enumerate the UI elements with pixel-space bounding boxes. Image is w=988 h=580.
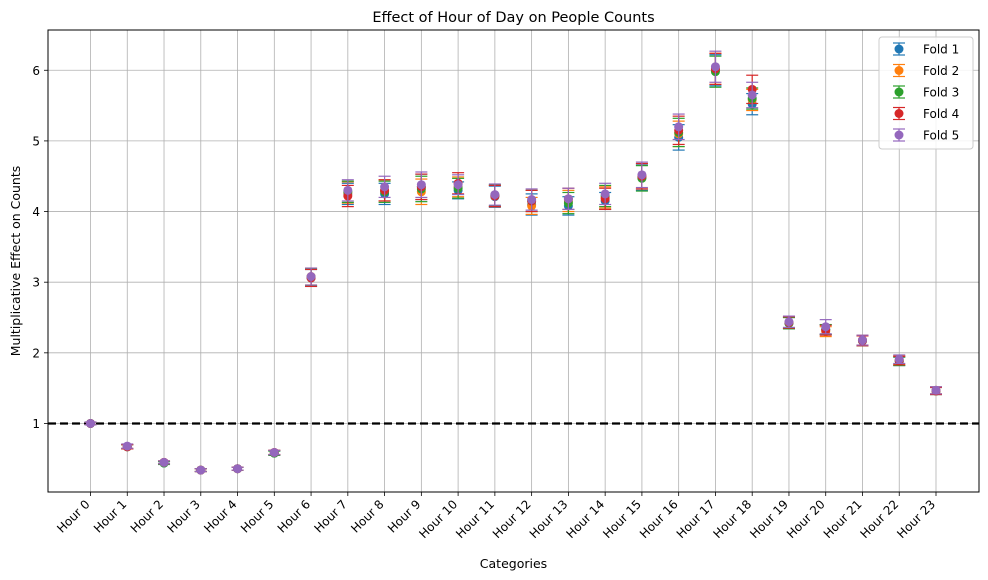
series-3 (84, 55, 942, 475)
x-tick-label: Hour 4 (201, 497, 239, 535)
legend: Fold 1 Fold 2 Fold 3 Fold 4 Fold 5 (878, 36, 974, 150)
x-tick-label: Hour 19 (747, 497, 791, 541)
legend-label: Fold 1 (923, 43, 959, 57)
legend-marker (894, 130, 904, 140)
x-tick-label: Hour 8 (348, 497, 386, 535)
series-2 (84, 52, 942, 475)
y-tick-label: 3 (32, 276, 40, 290)
data-point (857, 335, 867, 345)
x-tick-label: Hour 12 (490, 497, 534, 541)
x-tick-label: Hour 11 (453, 497, 497, 541)
x-axis-label: Categories (480, 556, 547, 571)
x-tick-label: Hour 14 (563, 497, 607, 541)
data-point (710, 62, 720, 72)
legend-marker (894, 66, 904, 75)
data-point (747, 90, 757, 100)
legend-marker (894, 44, 904, 54)
data-point (343, 185, 353, 195)
data-point (416, 180, 426, 190)
x-tick-label: Hour 21 (821, 497, 865, 541)
legend-item-1: Fold 1 (893, 42, 959, 57)
x-tick-label: Hour 16 (637, 497, 681, 541)
x-tick-label: Hour 13 (527, 497, 571, 541)
x-tick-label: Hour 15 (600, 497, 644, 541)
grid (48, 30, 979, 492)
legend-label: Fold 4 (923, 107, 959, 121)
y-ticks: 1 2 3 4 5 6 (32, 64, 48, 431)
data-point (233, 464, 243, 474)
data-point (931, 385, 941, 395)
data-point (527, 195, 537, 205)
x-tick-label: Hour 2 (128, 497, 166, 535)
series-4 (84, 52, 942, 475)
data-point (196, 465, 206, 475)
data-point (86, 418, 95, 428)
x-tick-label: Hour 5 (238, 497, 276, 535)
x-tick-label: Hour 22 (858, 497, 902, 541)
x-tick-label: Hour 6 (275, 497, 313, 535)
y-tick-label: 4 (32, 205, 40, 219)
legend-label: Fold 5 (923, 129, 959, 143)
legend-label: Fold 3 (923, 86, 959, 100)
data-point (894, 354, 904, 364)
y-tick-label: 1 (32, 417, 40, 431)
x-tick-label: Hour 3 (164, 497, 202, 535)
legend-marker (894, 109, 904, 118)
data-point (490, 190, 500, 200)
data-point (821, 322, 831, 332)
data-point (306, 272, 316, 282)
legend-label: Fold 2 (923, 64, 959, 78)
x-tick-label: Hour 18 (710, 497, 754, 541)
y-axis-label: Multiplicative Effect on Counts (8, 166, 23, 357)
legend-item-5: Fold 5 (893, 128, 959, 143)
x-tick-label: Hour 10 (416, 497, 460, 541)
y-tick-label: 6 (32, 64, 40, 78)
chart-title: Effect of Hour of Day on People Counts (372, 10, 654, 26)
data-point (674, 122, 684, 132)
data-point (563, 194, 573, 204)
y-tick-label: 5 (32, 134, 40, 148)
plot-frame (47, 29, 980, 493)
data-point (159, 457, 169, 467)
y-tick-label: 2 (32, 346, 40, 360)
legend-item-4: Fold 4 (893, 106, 959, 121)
data-point (637, 170, 647, 180)
data-point (269, 447, 279, 457)
x-tick-label: Hour 1 (91, 497, 129, 535)
legend-item-3: Fold 3 (893, 85, 959, 100)
legend-item-2: Fold 2 (893, 63, 959, 78)
data-point (784, 317, 794, 327)
data-point (380, 182, 390, 192)
x-tick-label: Hour 7 (312, 497, 350, 535)
series-5 (84, 50, 942, 475)
x-tick-label: Hour 17 (674, 497, 718, 541)
x-tick-label: Hour 23 (894, 497, 938, 541)
series-1 (84, 54, 942, 475)
x-tick-label: Hour 0 (54, 497, 92, 535)
data-point (600, 189, 610, 199)
legend-marker (894, 87, 904, 97)
data-point (122, 441, 132, 451)
data-point (453, 180, 463, 190)
series-layer (84, 50, 942, 475)
x-tick-label: Hour 20 (784, 497, 828, 541)
